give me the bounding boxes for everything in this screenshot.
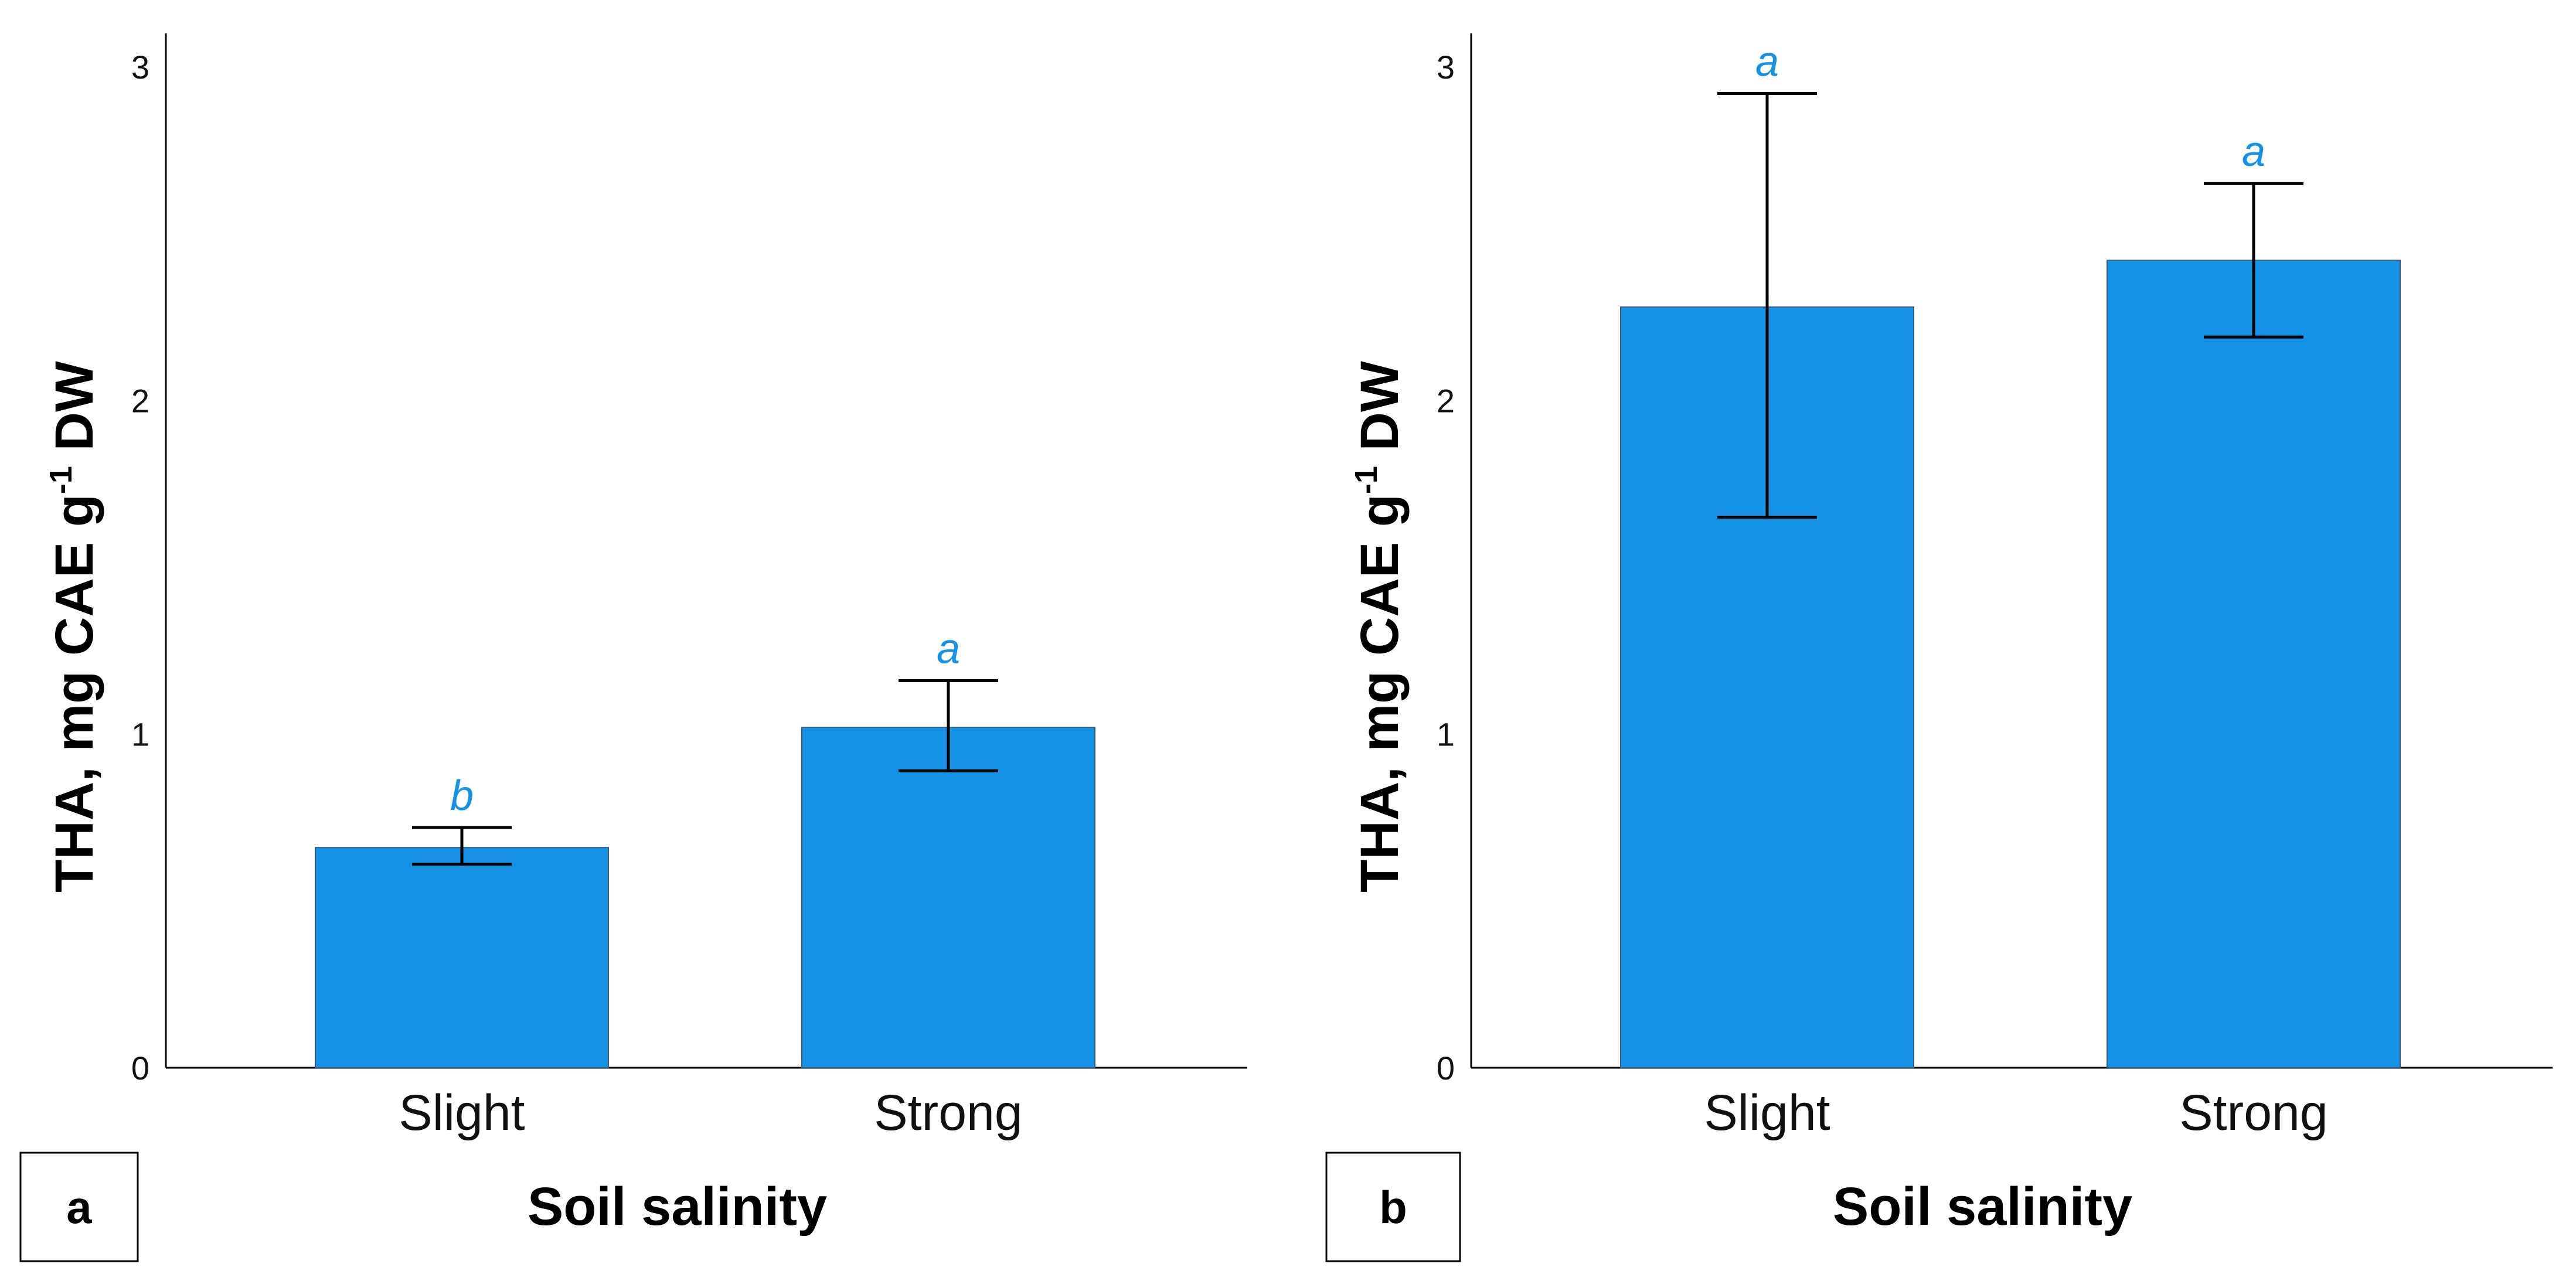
y-tick-label: 3 — [131, 49, 149, 86]
bar-strong — [801, 727, 1095, 1068]
significance-letter: a — [1755, 38, 1779, 85]
y-tick-label: 2 — [1437, 382, 1455, 419]
x-axis-title: Soil salinity — [528, 1177, 827, 1237]
chart-panel-b: 0 1 2 3 a Slight a Strong Soil salinity THA, mg C… — [1325, 33, 2553, 1262]
y-tick-label: 0 — [1437, 1050, 1455, 1087]
chart-panel-a: 0 1 2 3 b Slight a Strong Soil salinity THA, mg C… — [19, 33, 1247, 1262]
bar-strong — [2107, 260, 2401, 1069]
y-axis-title: THA, mg CAE g-1 DW — [43, 361, 104, 893]
x-category-label: Slight — [1704, 1085, 1830, 1141]
y-axis-title: THA, mg CAE g-1 DW — [1349, 361, 1410, 893]
significance-letter: a — [937, 626, 960, 673]
panel-label-box — [1325, 1152, 1461, 1262]
y-tick-label: 1 — [1437, 716, 1455, 753]
significance-letter: a — [2242, 128, 2265, 175]
panel-label: a — [66, 1181, 92, 1233]
panel-label-box — [19, 1152, 139, 1262]
x-category-label: Strong — [2179, 1085, 2327, 1141]
bar-slight — [315, 847, 609, 1069]
y-tick-label: 1 — [131, 716, 149, 753]
y-tick-label: 3 — [1437, 49, 1455, 86]
x-category-label: Slight — [399, 1085, 525, 1141]
y-tick-label: 2 — [131, 382, 149, 419]
x-axis-title: Soil salinity — [1833, 1177, 2132, 1237]
panel-label: b — [1379, 1181, 1407, 1233]
y-tick-label: 0 — [131, 1050, 149, 1087]
significance-letter: b — [450, 772, 474, 819]
x-category-label: Strong — [874, 1085, 1022, 1141]
